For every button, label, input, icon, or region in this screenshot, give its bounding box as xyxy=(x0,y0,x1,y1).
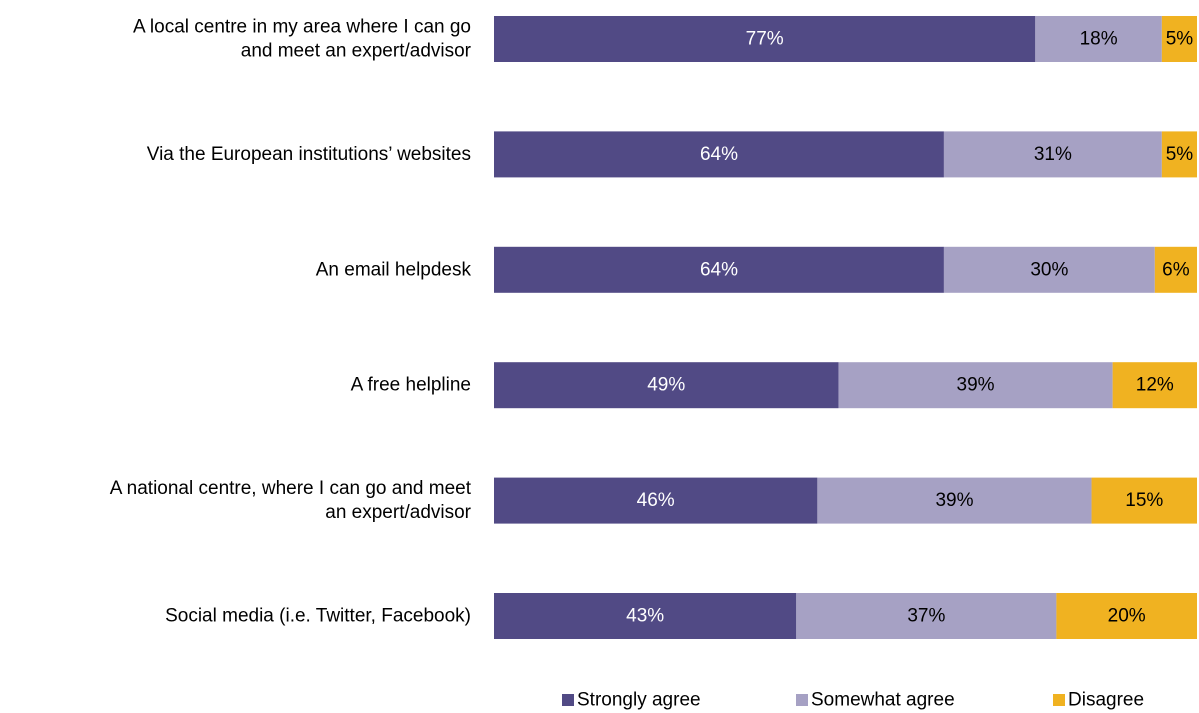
category-labels: A local centre in my area where I can go… xyxy=(110,17,472,627)
data-label-somewhat-agree: 30% xyxy=(1030,259,1068,280)
legend: Strongly agree Somewhat agree Disagree xyxy=(562,690,1144,711)
category-label: A free helpline xyxy=(351,375,471,396)
legend-label-somewhat-agree: Somewhat agree xyxy=(811,690,955,711)
bars xyxy=(494,16,1197,639)
category-label: an expert/advisor xyxy=(325,502,471,523)
bar-segment-disagree xyxy=(1161,131,1197,178)
bar-segment-strongly-agree xyxy=(494,131,944,178)
bar-segment-strongly-agree xyxy=(494,362,839,409)
category-label: Social media (i.e. Twitter, Facebook) xyxy=(165,606,471,627)
bar-segment-somewhat-agree xyxy=(817,477,1092,524)
data-label-disagree: 15% xyxy=(1125,490,1163,511)
data-label-somewhat-agree: 39% xyxy=(957,375,995,396)
data-label-somewhat-agree: 37% xyxy=(907,606,945,627)
bar-segment-disagree xyxy=(1112,362,1197,409)
bar-segment-disagree xyxy=(1154,246,1197,293)
data-label-strongly-agree: 64% xyxy=(700,144,738,165)
legend-label-strongly-agree: Strongly agree xyxy=(577,690,701,711)
data-label-disagree: 6% xyxy=(1162,259,1190,280)
bar-segment-strongly-agree xyxy=(494,477,818,524)
data-label-somewhat-agree: 18% xyxy=(1080,29,1118,50)
value-labels: 77% 18% 5% 64% 31% 5% 64% 30% 6% 49% 39% 12% 46% 39% 1… xyxy=(626,29,1193,627)
bar-segment-somewhat-agree xyxy=(838,362,1113,409)
data-label-strongly-agree: 43% xyxy=(626,606,664,627)
category-label: Via the European institutions’ websites xyxy=(147,144,471,165)
data-label-disagree: 5% xyxy=(1166,29,1194,50)
bar-segment-disagree xyxy=(1091,477,1197,524)
bar-segment-disagree xyxy=(1056,593,1197,639)
data-label-strongly-agree: 64% xyxy=(700,259,738,280)
legend-swatch-disagree xyxy=(1053,694,1065,706)
bar-segment-somewhat-agree xyxy=(943,131,1162,178)
data-label-disagree: 5% xyxy=(1166,144,1194,165)
category-label: and meet an expert/advisor xyxy=(241,41,472,62)
bar-segment-somewhat-agree xyxy=(796,593,1057,639)
bar-segment-strongly-agree xyxy=(494,593,797,639)
bar-segment-disagree xyxy=(1161,16,1197,62)
data-label-somewhat-agree: 39% xyxy=(935,490,973,511)
data-label-disagree: 20% xyxy=(1108,606,1146,627)
data-label-strongly-agree: 46% xyxy=(637,490,675,511)
bar-segment-strongly-agree xyxy=(494,16,1036,62)
category-label: A national centre, where I can go and me… xyxy=(110,478,472,499)
legend-swatch-strongly-agree xyxy=(562,694,574,706)
category-label: A local centre in my area where I can go xyxy=(133,17,471,38)
data-label-strongly-agree: 77% xyxy=(746,29,784,50)
bar-segment-somewhat-agree xyxy=(1035,16,1162,62)
legend-swatch-somewhat-agree xyxy=(796,694,808,706)
data-label-somewhat-agree: 31% xyxy=(1034,144,1072,165)
bar-segment-somewhat-agree xyxy=(943,246,1155,293)
data-label-disagree: 12% xyxy=(1136,375,1174,396)
data-label-strongly-agree: 49% xyxy=(647,375,685,396)
bar-segment-strongly-agree xyxy=(494,246,944,293)
legend-label-disagree: Disagree xyxy=(1068,690,1144,711)
category-label: An email helpdesk xyxy=(316,259,472,280)
